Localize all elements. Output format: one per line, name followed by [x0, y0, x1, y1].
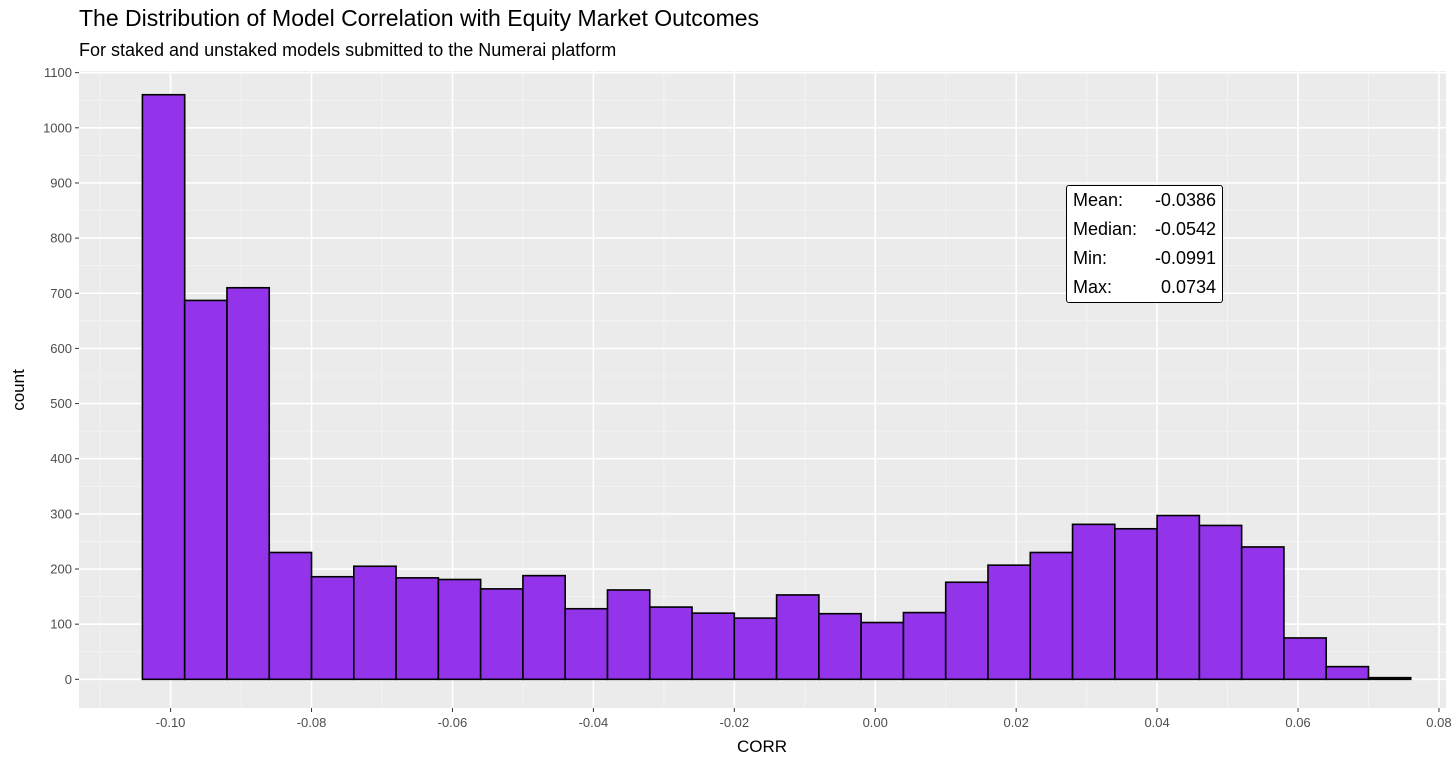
- stats-row-median: Median: -0.0542: [1073, 215, 1216, 244]
- stats-value-median: -0.0542: [1154, 219, 1216, 239]
- x-tick-label: 0.08: [1426, 715, 1451, 730]
- histogram-bar: [691, 612, 736, 681]
- stats-label-median: Median:: [1073, 219, 1138, 239]
- stats-label-mean: Mean:: [1073, 190, 1124, 210]
- histogram-bar: [818, 612, 862, 681]
- y-tick-label: 300: [50, 506, 72, 521]
- histogram-bar: [944, 581, 989, 681]
- histogram-bar: [183, 299, 228, 681]
- x-tick-label: 0.02: [1004, 715, 1029, 730]
- histogram-bar: [226, 286, 271, 681]
- histogram-bar: [1071, 523, 1116, 681]
- summary-stats-box: Mean: -0.0386 Median: -0.0542 Min: -0.09…: [1066, 185, 1223, 303]
- y-tick-label: 1000: [43, 120, 72, 135]
- chart-subtitle: For staked and unstaked models submitted…: [79, 40, 617, 60]
- x-tick-label: -0.08: [297, 715, 327, 730]
- stats-row-min: Min: -0.0991: [1073, 244, 1216, 273]
- histogram-bar: [437, 578, 482, 681]
- y-tick-label: 400: [50, 451, 72, 466]
- stats-row-max: Max: 0.0734: [1073, 273, 1216, 302]
- histogram-bar: [1156, 514, 1201, 681]
- y-tick-label: 0: [65, 672, 72, 687]
- histogram-bar: [1198, 524, 1243, 681]
- histogram-bar: [310, 575, 355, 681]
- y-tick-label: 100: [50, 617, 72, 632]
- histogram-bars: [141, 93, 1412, 681]
- stats-row-mean: Mean: -0.0386: [1073, 186, 1216, 215]
- y-tick-label: 1100: [44, 65, 72, 80]
- y-axis-title: count: [9, 369, 28, 411]
- stats-value-min: -0.0991: [1154, 248, 1216, 268]
- x-tick-label: -0.10: [156, 715, 186, 730]
- x-tick-label: 0.00: [863, 715, 888, 730]
- x-axis-title: CORR: [737, 737, 787, 756]
- y-tick-label: 500: [50, 396, 72, 411]
- x-tick-label: -0.04: [579, 715, 609, 730]
- histogram-bar: [1029, 551, 1074, 681]
- histogram-bar: [1325, 665, 1370, 681]
- x-tick-label: 0.06: [1285, 715, 1310, 730]
- y-tick-label: 200: [50, 562, 72, 577]
- x-tick-label: 0.04: [1144, 715, 1169, 730]
- x-axis: -0.10 -0.08 -0.06 -0.04 -0.02 0.00 0.02 0.04 0.0…: [156, 708, 1452, 730]
- stats-label-max: Max:: [1073, 277, 1113, 297]
- histogram-bar: [987, 564, 1032, 681]
- histogram-bar: [522, 574, 567, 681]
- histogram-bar: [648, 606, 693, 681]
- chart-title: The Distribution of Model Correlation wi…: [79, 5, 760, 31]
- histogram-bar: [902, 611, 947, 681]
- histogram-bar: [1367, 676, 1412, 681]
- histogram-bar: [395, 577, 440, 681]
- x-tick-label: -0.02: [719, 715, 749, 730]
- y-tick-label: 700: [50, 286, 72, 301]
- histogram-bar: [479, 588, 524, 681]
- histogram-bar: [1240, 546, 1285, 681]
- histogram-bar: [353, 565, 397, 681]
- y-tick-label: 600: [50, 341, 72, 356]
- histogram-bar: [268, 551, 313, 681]
- histogram-bar: [1283, 637, 1328, 681]
- y-tick-label: 800: [50, 231, 72, 246]
- stats-value-max: 0.0734: [1160, 277, 1216, 297]
- histogram-bar: [1114, 527, 1158, 681]
- stats-label-min: Min:: [1073, 248, 1108, 268]
- histogram-bar: [141, 93, 186, 681]
- y-tick-label: 900: [50, 175, 72, 190]
- histogram-bar: [733, 617, 778, 681]
- x-tick-label: -0.06: [438, 715, 468, 730]
- y-axis: 0 100 200 300 400 500 600 700 800 900 1000 1100: [43, 65, 79, 687]
- histogram-bar: [860, 621, 905, 681]
- histogram-bar: [606, 589, 651, 681]
- histogram-bar: [564, 607, 609, 681]
- histogram-bar: [775, 594, 820, 681]
- stats-value-mean: -0.0386: [1154, 190, 1216, 210]
